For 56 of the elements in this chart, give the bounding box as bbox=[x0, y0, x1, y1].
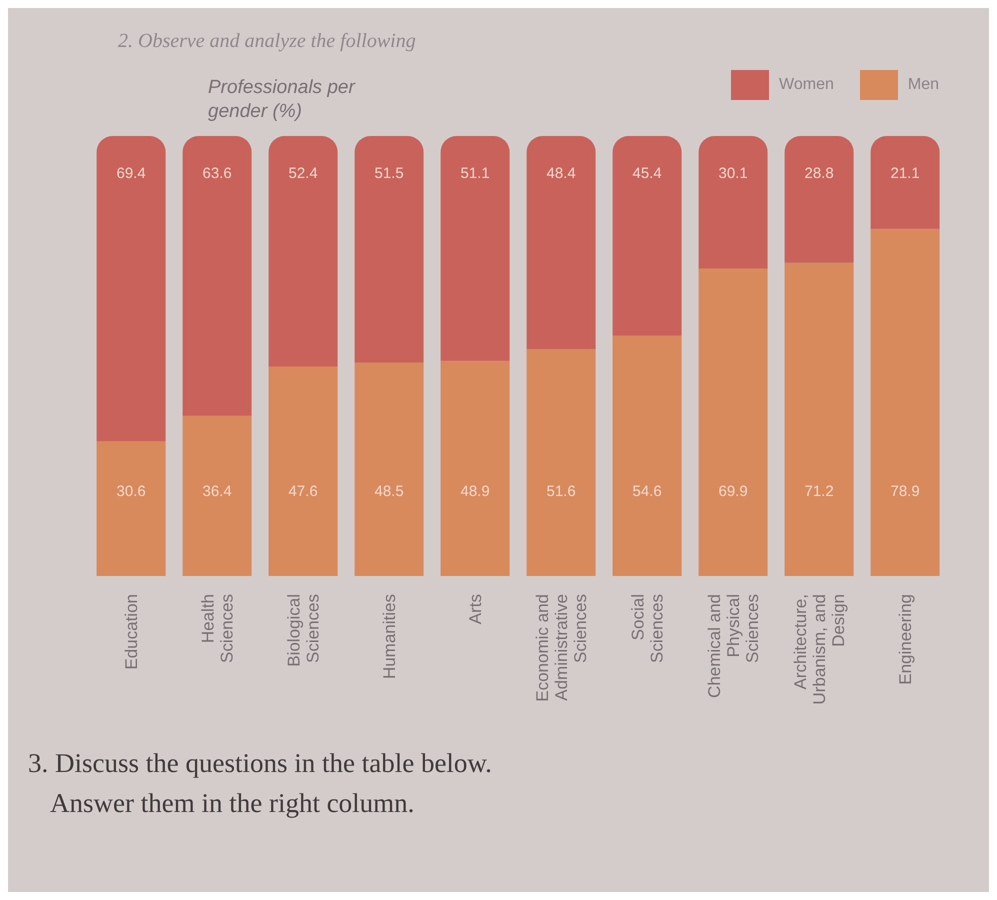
x-tick-label: Humanities bbox=[380, 594, 399, 680]
data-label: 54.6 bbox=[632, 483, 662, 500]
x-tick-label: Engineering bbox=[896, 594, 915, 685]
data-label: 48.9 bbox=[460, 483, 490, 500]
data-label: 69.9 bbox=[718, 483, 748, 500]
data-label: 30.1 bbox=[718, 165, 748, 182]
bar bbox=[784, 136, 854, 263]
data-label: 69.4 bbox=[116, 165, 146, 182]
bar bbox=[268, 136, 338, 367]
bar bbox=[612, 336, 682, 576]
bar bbox=[182, 136, 252, 416]
bar bbox=[182, 416, 252, 576]
text: Answer them in the right column. bbox=[49, 787, 416, 820]
legend-label: Women bbox=[779, 76, 834, 94]
data-label: 47.6 bbox=[288, 483, 318, 500]
data-label: 21.1 bbox=[890, 165, 920, 182]
data-label: 51.1 bbox=[460, 165, 490, 182]
bar bbox=[440, 136, 510, 361]
data-label: 30.6 bbox=[116, 483, 146, 500]
bar bbox=[268, 366, 338, 576]
bar bbox=[870, 136, 940, 229]
data-label: 52.4 bbox=[288, 165, 318, 182]
bar bbox=[526, 348, 596, 576]
x-tick-label: Social Sciences bbox=[628, 594, 666, 663]
x-tick-label: Education bbox=[122, 594, 141, 670]
text: 3. Discuss the questions in the table below. bbox=[28, 747, 492, 780]
data-label: 63.6 bbox=[202, 165, 232, 182]
bar bbox=[96, 441, 166, 576]
x-tick-label: Arts bbox=[466, 594, 485, 624]
x-tick-label: Architecture, Urbanism, and Design bbox=[791, 594, 848, 705]
data-label: 48.5 bbox=[374, 483, 404, 500]
legend-label: Men bbox=[908, 76, 939, 94]
bar bbox=[354, 362, 424, 576]
data-label: 28.8 bbox=[804, 165, 834, 182]
bar bbox=[96, 136, 166, 442]
data-label: 51.5 bbox=[374, 165, 404, 182]
bar bbox=[526, 136, 596, 349]
x-tick-label: Economic and Administrative Sciences bbox=[533, 594, 590, 702]
data-label: 45.4 bbox=[632, 165, 662, 182]
chart-title: Professionals per gender (%) bbox=[208, 76, 356, 124]
bar bbox=[784, 262, 854, 576]
bar bbox=[440, 360, 510, 576]
data-label: 48.4 bbox=[546, 165, 576, 182]
data-label: 71.2 bbox=[804, 483, 834, 500]
bar bbox=[870, 228, 940, 576]
bar bbox=[698, 136, 768, 268]
data-label: 36.4 bbox=[202, 483, 232, 500]
data-label: 78.9 bbox=[890, 483, 920, 500]
x-tick-label: Health Sciences bbox=[198, 594, 236, 663]
bar bbox=[698, 268, 768, 576]
x-tick-label: Biological Sciences bbox=[284, 594, 322, 667]
bar bbox=[612, 136, 682, 336]
bar bbox=[354, 136, 424, 363]
data-label: 51.6 bbox=[546, 483, 576, 500]
x-tick-label: Chemical and Physical Sciences bbox=[705, 594, 762, 698]
text: 2. Observe and analyze the following bbox=[118, 30, 416, 53]
